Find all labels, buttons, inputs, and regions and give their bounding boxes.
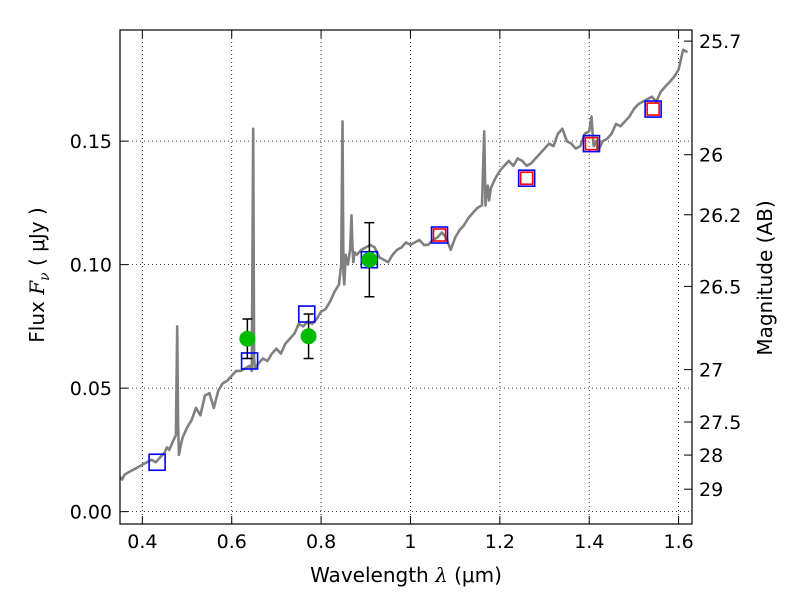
plot-frame [119,29,693,525]
y-tick-label: 0.10 [70,255,112,277]
right-tick-label: 29 [699,479,723,501]
blue-square-marker [148,453,166,472]
right-tick-label: 26 [699,145,723,167]
grid-layer [120,30,692,524]
blue-square-marker [582,134,601,153]
right-tick-label: 26.2 [699,205,741,227]
x-tick-label: 1.4 [574,531,604,553]
x-axis-label: Wavelength λ (μm) [310,563,502,587]
y-tick-label: 0.00 [70,502,112,524]
red-square-marker [432,228,447,242]
green-circle-marker [361,251,378,268]
right-tick-label: 28 [699,445,723,467]
x-tick-label: 1.6 [663,531,693,553]
y-tick-label: 0.05 [70,378,112,400]
right-tick-label: 25.7 [699,31,741,53]
x-tick-label: 0.6 [217,531,247,553]
tick-layer: 0.4 0.6 0.8 1 1.2 1.4 1.6 0.00 0.05 0.10 0.15 25.7 2… [70,30,741,553]
frame-layer [119,29,693,525]
red-square-marker [646,102,660,116]
spectrum-line [119,48,689,481]
y-axis-label-right: Magnitude (AB) [753,200,777,355]
red-square-marker [584,136,599,151]
blue-square-marker [240,352,259,370]
green-circle-marker [300,328,317,345]
y-axis-label: Flux Fν ( μJy ) [25,207,53,342]
x-tick-label: 1.2 [485,531,515,553]
blue-square-marker [644,100,662,118]
right-tick-label: 26.5 [699,276,741,298]
right-tick-label: 27 [699,360,723,382]
red-square-marker [519,171,534,185]
right-tick-label: 27.5 [699,412,741,434]
blue-square-marker [517,169,536,187]
blue-square-marker [297,305,316,323]
y-tick-label: 0.15 [70,131,112,153]
green-circle-marker [239,330,256,347]
x-tick-label: 0.4 [127,531,157,553]
x-tick-label: 0.8 [306,531,336,553]
data-layer [119,48,689,481]
x-tick-label: 1 [404,531,416,553]
blue-square-marker [430,226,449,244]
